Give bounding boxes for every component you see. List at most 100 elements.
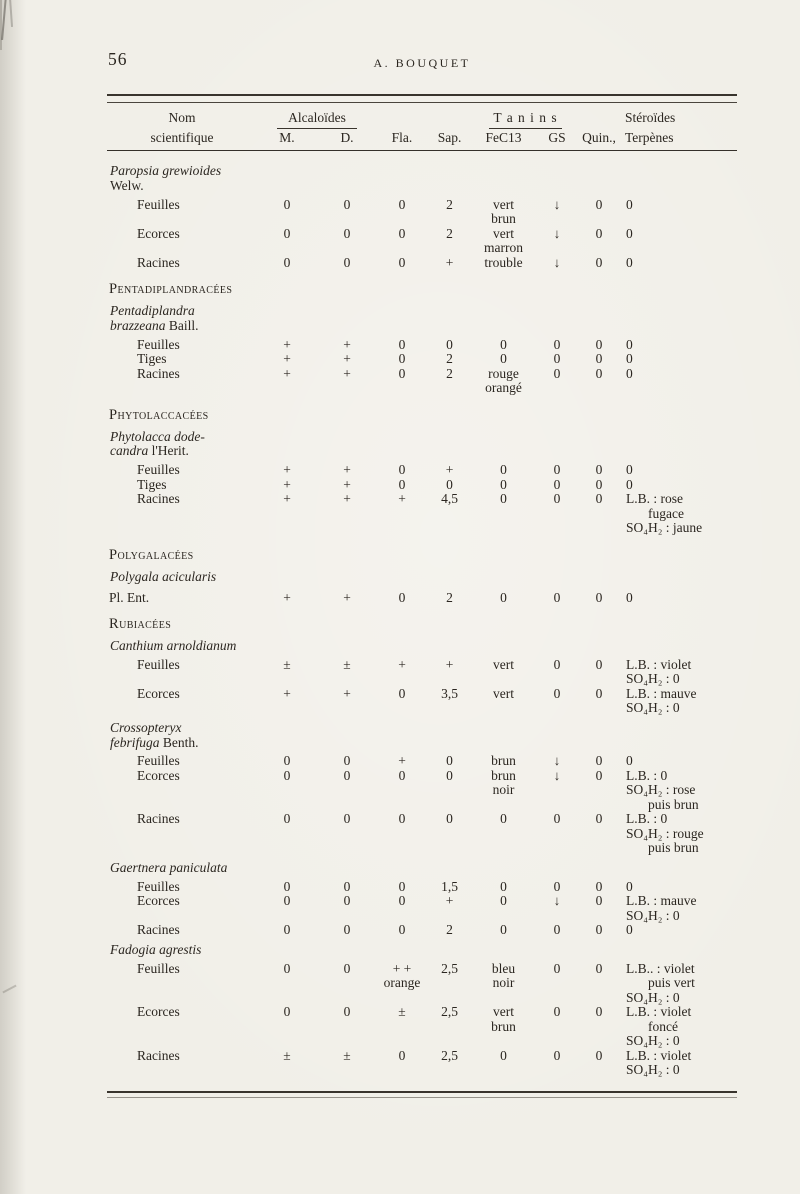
- cell-line: 0: [595, 196, 603, 212]
- cell-line: 0: [595, 811, 603, 827]
- cell-line: 0: [626, 351, 633, 367]
- cell-line: +: [343, 476, 351, 492]
- species-name: Canthium arnoldianum: [107, 638, 737, 654]
- cell-line: 0: [626, 462, 633, 478]
- cell-tanins-gs: 0: [535, 1005, 579, 1049]
- cell-alcaloides-d: 0: [317, 255, 377, 271]
- table-row: Feuilles ± ± + + vert 0 0 L.B. : violet SO₄H₂ : 0: [107, 656, 737, 687]
- cell-alcaloides-m: +: [257, 463, 317, 478]
- table-row: Ecorces 0 0 ±2,5 vert brun 0 0 L.B. : violet fonc…: [107, 1004, 737, 1049]
- cell-line: 0: [283, 196, 291, 212]
- phytochemistry-table: Nom Alcaloïdes T a n i n s Stéroïdes sci…: [107, 94, 737, 1098]
- cell-line: +: [343, 491, 351, 507]
- table-row: Tiges + +0 0 0 0 0 0: [107, 476, 737, 493]
- cell-line: L.B. : rose: [626, 491, 683, 507]
- cell-steroides-terpenes: 0: [619, 477, 737, 493]
- cell-alcaloides-m: 0: [257, 1005, 317, 1049]
- cell-quin: 0: [579, 492, 619, 536]
- species-name: Pentadiplandra brazzeana Baill.: [107, 303, 737, 334]
- organ-label: Pl. Ent.: [109, 589, 150, 605]
- cell-tanins-fecl3: 0: [472, 879, 535, 895]
- cell-line: SO₄H₂ : 0: [626, 700, 680, 716]
- cell-sap: 2,5: [427, 1005, 472, 1049]
- organ-label: Tiges: [137, 351, 167, 367]
- cell-line: fugace: [648, 505, 684, 521]
- cell-tanins-gs: 0: [535, 463, 579, 478]
- cell-tanins-fecl3: 0: [472, 463, 535, 478]
- cell-line: foncé: [648, 1018, 678, 1034]
- cell-line: 0: [398, 589, 406, 605]
- cell-quin: 0: [579, 1005, 619, 1049]
- cell-fla: 0: [377, 1048, 427, 1078]
- cell-line: SO₄H₂ : rose: [626, 782, 696, 798]
- cell-line: ±: [343, 656, 351, 672]
- species-name-segment: Crossopteryx: [110, 719, 182, 735]
- cell-line: +: [343, 462, 351, 478]
- cell-sap: 0: [427, 812, 472, 856]
- cell-sap: +: [427, 463, 472, 478]
- species-name-segment: Paropsia grewioides: [110, 163, 222, 178]
- cell-alcaloides-d: +: [317, 463, 377, 478]
- family-heading: Phytolaccacées: [109, 406, 209, 423]
- cell-line: SO₄H₂ : 0: [626, 989, 680, 1005]
- cell-alcaloides-m: 0: [257, 196, 317, 227]
- cell-line: L.B. : violet: [626, 656, 692, 672]
- cell-line: 0: [398, 254, 406, 270]
- cell-line: 0: [500, 336, 507, 352]
- cell-fla: 0: [377, 686, 427, 716]
- cell-tanins-gs: 0: [535, 812, 579, 856]
- cell-line: 0: [626, 196, 633, 212]
- cell-line: 0: [343, 753, 351, 769]
- cell-fla: + + orange: [377, 961, 427, 1006]
- cell-line: 0: [553, 1004, 561, 1020]
- organ-label: Ecorces: [137, 893, 180, 909]
- cell-line: 0: [283, 753, 291, 769]
- cell-line: puis vert: [648, 975, 695, 991]
- species-name-line: febrifuga Benth.: [110, 735, 737, 751]
- cell-fla: 0: [377, 197, 427, 227]
- cell-line: ↓: [553, 893, 561, 909]
- cell-line: 2: [446, 922, 453, 938]
- cell-line: vert: [493, 656, 514, 672]
- cell-line: 0: [446, 753, 453, 769]
- cell-line: L.B. : 0: [626, 767, 668, 783]
- species-name-segment: brazzeana: [110, 317, 166, 333]
- header-terpenes: Terpènes: [625, 130, 674, 145]
- cell-line: 0: [283, 254, 291, 270]
- cell-line: 0: [595, 225, 603, 241]
- header-col-fla: Fla.: [391, 130, 413, 145]
- cell-line: +: [445, 656, 454, 672]
- table-row: Racines + +0 2 rouge orangé 0 0 0: [107, 365, 737, 396]
- cell-line: 0: [283, 767, 291, 783]
- cell-line: 0: [595, 365, 603, 381]
- cell-line: 0: [343, 196, 351, 212]
- cell-steroides-terpenes: 0: [619, 196, 737, 227]
- cell-tanins-gs: 0: [535, 961, 579, 1006]
- cell-quin: 0: [579, 337, 619, 353]
- species-name-line: Phytolacca dode-: [110, 429, 737, 445]
- cell-line: 0: [398, 811, 406, 827]
- cell-line: 0: [343, 1004, 351, 1020]
- cell-line: 0: [398, 893, 406, 909]
- table-top-rule: [107, 94, 737, 103]
- cell-line: ↓: [553, 225, 561, 241]
- cell-steroides-terpenes: L.B. : rose fugace SO₄H₂ : jaune: [619, 492, 737, 536]
- cell-alcaloides-m: +: [257, 366, 317, 396]
- cell-fla: ±: [377, 1005, 427, 1049]
- cell-line: SO₄H₂ : jaune: [626, 520, 703, 536]
- cell-quin: 0: [579, 923, 619, 938]
- cell-line: 0: [626, 922, 633, 938]
- cell-line: 0: [595, 960, 603, 976]
- cell-steroides-terpenes: 0: [619, 879, 737, 895]
- cell-fla: 0: [377, 589, 427, 606]
- cell-line: +: [343, 685, 351, 701]
- cell-tanins-gs: 0: [535, 686, 579, 716]
- organ-label: Racines: [137, 922, 180, 938]
- cell-tanins-gs: ↓: [535, 754, 579, 769]
- header-alcaloides-label: Alcaloïdes: [277, 110, 357, 129]
- cell-line: brun: [491, 753, 516, 769]
- cell-alcaloides-m: ±: [257, 657, 317, 687]
- cell-line: 0: [283, 922, 291, 938]
- cell-line: ±: [343, 1047, 351, 1063]
